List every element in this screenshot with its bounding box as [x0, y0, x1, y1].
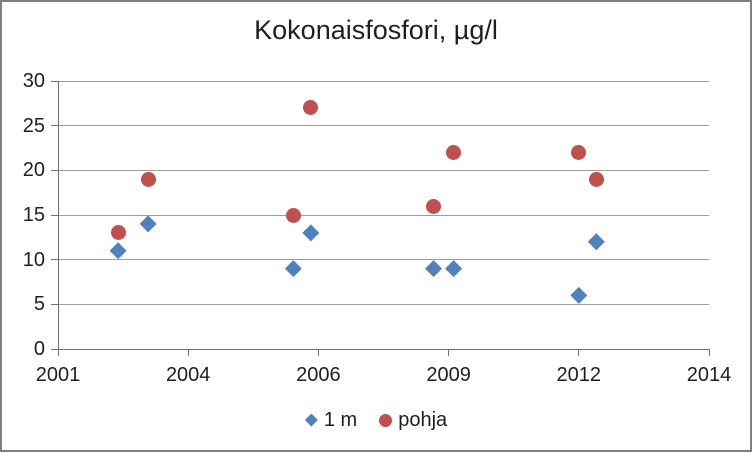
gridline-y-10 — [58, 259, 709, 261]
y-tick-label-25: 25 — [22, 114, 45, 137]
point-pohja-2008.5-16 — [426, 198, 442, 214]
y-tick-25 — [51, 125, 58, 127]
y-tick-20 — [51, 169, 58, 171]
point-pohja-2002.2-13 — [110, 225, 126, 241]
point-1m-2005.7-9 — [284, 260, 302, 278]
point-pohja-2011.75-19 — [588, 171, 604, 187]
gridline-y-5 — [58, 303, 709, 305]
gridline-y-30 — [58, 80, 709, 82]
point-1m-2008.5-9 — [425, 260, 443, 278]
point-1m-2011.4-6 — [570, 286, 588, 304]
y-tick-5 — [51, 303, 58, 305]
x-tick-label-2004: 2004 — [165, 364, 211, 386]
x-tick-2001 — [57, 349, 59, 356]
chart-title: Kokonaisfosfori, µg/l — [254, 15, 498, 45]
point-pohja-2006.05-27 — [303, 100, 319, 116]
legend-item-1m: 1 m — [304, 408, 358, 432]
legend-label: 1 m — [323, 409, 358, 431]
x-tick-2012 — [578, 349, 580, 356]
y-axis-line — [58, 81, 59, 350]
legend-item-pohja: pohja — [379, 408, 447, 432]
legend-label: pohja — [398, 409, 448, 431]
point-1m-2002.8-14 — [139, 215, 157, 233]
point-pohja-2005.7-15 — [285, 207, 301, 223]
y-tick-label-30: 30 — [22, 70, 45, 92]
x-tick-label-2001: 2001 — [35, 364, 81, 386]
point-pohja-2008.9-22 — [446, 144, 462, 160]
x-tick-2006 — [317, 349, 319, 356]
gridline-y-25 — [58, 125, 709, 127]
y-tick-label-20: 20 — [22, 159, 45, 182]
y-tick-15 — [51, 214, 58, 216]
y-tick-label-10: 10 — [22, 248, 45, 271]
gridline-y-15 — [58, 214, 709, 216]
legend-diamond-icon — [304, 413, 318, 427]
y-tick-30 — [51, 80, 58, 82]
x-tick-label-2014: 2014 — [686, 364, 732, 386]
x-tick-2004 — [187, 349, 189, 356]
y-tick-0 — [51, 348, 58, 350]
y-tick-10 — [51, 259, 58, 261]
x-tick-2009 — [448, 349, 450, 356]
x-tick-2014 — [708, 349, 710, 356]
chart-legend: 1 m pohja — [2, 406, 750, 434]
x-tick-label-2012: 2012 — [556, 364, 602, 386]
point-pohja-2011.4-22 — [571, 144, 587, 160]
y-tick-label-5: 5 — [33, 293, 45, 316]
point-1m-2002.2-11 — [109, 242, 127, 260]
x-tick-label-2006: 2006 — [296, 364, 341, 386]
x-axis-line — [58, 348, 710, 350]
point-1m-2008.9-9 — [445, 260, 463, 278]
y-tick-label-15: 15 — [22, 204, 45, 226]
x-tick-label-2009: 2009 — [426, 364, 471, 386]
y-tick-label-0: 0 — [33, 338, 45, 360]
point-1m-2011.75-12 — [587, 233, 605, 251]
legend-circle-icon — [379, 413, 393, 427]
gridline-y-20 — [58, 169, 709, 171]
point-1m-2006.05-13 — [302, 224, 320, 242]
point-pohja-2002.8-19 — [140, 171, 156, 187]
